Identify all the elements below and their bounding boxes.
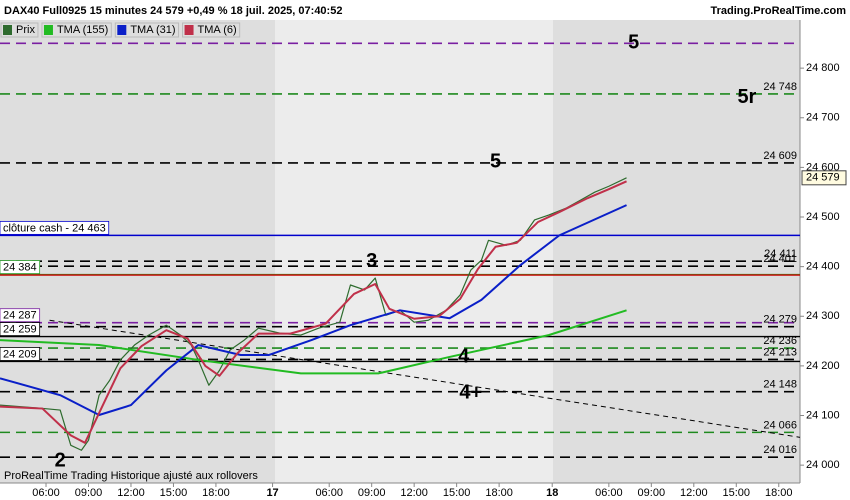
- level-label: 24 609: [763, 150, 797, 162]
- level-label: 24 209: [3, 348, 37, 360]
- legend-label: TMA (31): [130, 24, 175, 36]
- session-shade: [553, 20, 800, 483]
- y-tick-label: 24 000: [806, 459, 840, 471]
- y-tick-label: 24 200: [806, 360, 840, 372]
- legend-label: TMA (6): [198, 24, 237, 36]
- level-label-box: [0, 308, 41, 323]
- level-label-box: [0, 220, 110, 235]
- chart-title: DAX40 Full0925 15 minutes 24 579 +0,49 %…: [4, 5, 342, 17]
- x-tick-label: 18:00: [202, 487, 230, 499]
- x-tick-label: 09:00: [358, 487, 386, 499]
- x-tick-label: 18:00: [485, 487, 513, 499]
- level-label: 24 016: [763, 444, 797, 456]
- session-shade: [275, 20, 553, 483]
- footer: ProRealTime Trading Historique ajusté au…: [4, 470, 258, 482]
- legend-frame: [0, 22, 39, 38]
- legend-frame: [182, 22, 241, 38]
- x-tick-label: 12:00: [117, 487, 145, 499]
- y-tick-label: 24 800: [806, 62, 840, 74]
- level-label: 24 287: [3, 310, 37, 322]
- x-tick-label: 09:00: [638, 487, 666, 499]
- last-price-box: [801, 170, 847, 186]
- x-tick-label: 12:00: [400, 487, 428, 499]
- last-price-label: 24 579: [806, 172, 840, 184]
- legend-frame: [114, 22, 180, 38]
- annotation: 3: [366, 250, 377, 272]
- annotation: 2: [55, 449, 66, 471]
- y-tick-label: 24 100: [806, 409, 840, 421]
- series-line: [0, 177, 627, 451]
- x-tick-label: 06:00: [595, 487, 623, 499]
- annotation: 4+: [459, 381, 482, 403]
- level-label: 24 384: [3, 261, 37, 273]
- axis-bg: [800, 20, 850, 483]
- series-line: [0, 204, 627, 417]
- level-label: 24 148: [763, 379, 797, 391]
- x-tick-label: 18:00: [765, 487, 793, 499]
- y-tick-label: 24 300: [806, 310, 840, 322]
- annotation: 5: [490, 151, 501, 173]
- x-tick-label: 17: [266, 487, 278, 499]
- level-label-box: [0, 347, 41, 361]
- y-tick-label: 24 500: [806, 211, 840, 223]
- legend-frame: [41, 22, 112, 38]
- level-label: 24 236: [763, 335, 797, 347]
- level-label: 24 279: [763, 314, 797, 326]
- legend-swatch: [3, 25, 12, 35]
- x-tick-label: 18: [546, 487, 558, 499]
- x-tick-label: 06:00: [315, 487, 343, 499]
- trendline: [49, 319, 801, 438]
- legend-label: TMA (155): [57, 24, 108, 36]
- x-tick-label: 09:00: [75, 487, 103, 499]
- legend-swatch: [117, 25, 127, 35]
- x-tick-label: 15:00: [443, 487, 471, 499]
- y-tick-label: 24 600: [806, 161, 840, 173]
- level-label: clôture cash - 24 463: [3, 222, 106, 234]
- session-shade: [0, 20, 275, 483]
- series-line: [0, 180, 627, 444]
- x-tick-label: 15:00: [723, 487, 751, 499]
- level-label: 24 401: [763, 253, 797, 265]
- level-label-box: [0, 322, 41, 337]
- source: Trading.ProRealTime.com: [710, 5, 846, 17]
- annotation: 5r: [737, 86, 756, 108]
- x-tick-label: 15:00: [160, 487, 188, 499]
- y-tick-label: 24 400: [806, 261, 840, 273]
- legend-label: Prix: [16, 24, 35, 36]
- annotation: 5: [628, 32, 639, 54]
- annotation: 4: [458, 346, 470, 368]
- level-label-box: [0, 260, 41, 274]
- level-label: 24 748: [763, 81, 797, 93]
- series-line: [0, 309, 627, 375]
- legend-swatch: [43, 25, 53, 35]
- level-label: 24 411: [764, 248, 797, 260]
- level-label: 24 066: [763, 419, 797, 431]
- y-tick-label: 24 700: [806, 112, 840, 124]
- level-label: 24 259: [3, 324, 37, 336]
- x-tick-label: 12:00: [680, 487, 708, 499]
- legend-swatch: [184, 25, 194, 35]
- level-label: 24 213: [763, 346, 797, 358]
- x-tick-label: 06:00: [32, 487, 60, 499]
